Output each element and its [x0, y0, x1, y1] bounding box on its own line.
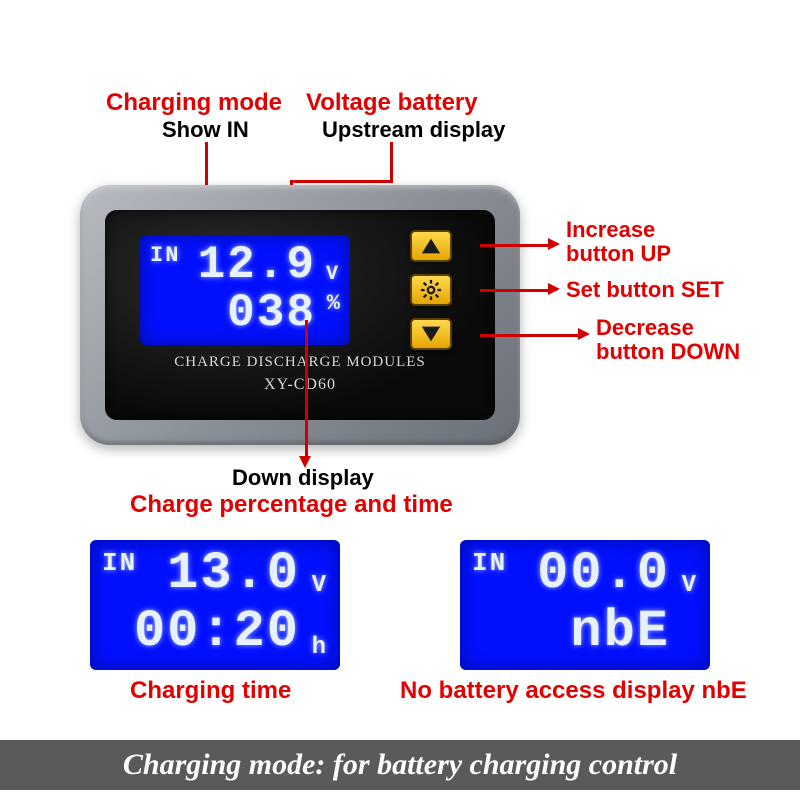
charging-time-label: Charging time — [130, 678, 291, 704]
lcd-time: 00:20 — [134, 602, 300, 661]
lcd-v-unit: V — [682, 572, 698, 599]
lcd-in-label: IN — [102, 548, 137, 578]
callout-arrow — [548, 283, 560, 295]
lcd-charging-time: IN 13.0 V 00:20 h — [90, 540, 340, 670]
callout-line — [480, 334, 580, 337]
device-model: XY-CD60 — [105, 376, 495, 394]
down-button[interactable] — [410, 318, 452, 350]
callout-line — [305, 320, 308, 458]
no-battery-label: No battery access display nbE — [400, 678, 747, 704]
callout-arrow — [548, 238, 560, 250]
callout-line — [290, 180, 393, 183]
charging-mode-label: Charging mode — [106, 90, 282, 116]
lcd-pct-unit: % — [327, 291, 342, 316]
decrease-label-1: Decrease — [596, 316, 694, 340]
triangle-down-icon — [420, 323, 442, 345]
lcd-voltage: 00.0 — [537, 544, 670, 603]
gear-icon — [420, 279, 442, 301]
lcd-h-unit: h — [312, 634, 328, 661]
lcd-v-unit: V — [326, 263, 340, 286]
footer-text: Charging mode: for battery charging cont… — [123, 748, 677, 782]
upstream-display-label: Upstream display — [322, 118, 505, 142]
callout-line — [480, 289, 550, 292]
lcd-in-label: IN — [472, 548, 507, 578]
device-title: CHARGE DISCHARGE MODULES — [105, 354, 495, 371]
increase-label-1: Increase — [566, 218, 655, 242]
lcd-no-battery: IN 00.0 V nbE — [460, 540, 710, 670]
decrease-label-2: button DOWN — [596, 340, 740, 364]
lcd-code: nbE — [570, 602, 670, 661]
device-module: IN 12.9 V 038 % CHARGE DISCHARGE MODULES… — [80, 185, 520, 445]
callout-line — [390, 142, 393, 182]
increase-label-2: button UP — [566, 242, 671, 266]
set-label: Set button SET — [566, 278, 724, 302]
lcd-v-unit: V — [312, 572, 328, 599]
set-button[interactable] — [410, 274, 452, 306]
triangle-up-icon — [420, 235, 442, 257]
lcd-voltage: 12.9 — [198, 239, 316, 291]
charge-pct-time-label: Charge percentage and time — [130, 492, 453, 518]
device-face: IN 12.9 V 038 % CHARGE DISCHARGE MODULES… — [105, 210, 495, 420]
lcd-in-label: IN — [150, 243, 180, 268]
callout-arrow — [578, 328, 590, 340]
show-in-label: Show IN — [162, 118, 249, 142]
lcd-main: IN 12.9 V 038 % — [140, 235, 350, 345]
down-display-label: Down display — [232, 466, 374, 490]
up-button[interactable] — [410, 230, 452, 262]
footer-band: Charging mode: for battery charging cont… — [0, 740, 800, 790]
voltage-battery-label: Voltage battery — [306, 90, 478, 116]
lcd-percent: 038 — [227, 287, 316, 339]
callout-line — [480, 244, 550, 247]
lcd-voltage: 13.0 — [167, 544, 300, 603]
